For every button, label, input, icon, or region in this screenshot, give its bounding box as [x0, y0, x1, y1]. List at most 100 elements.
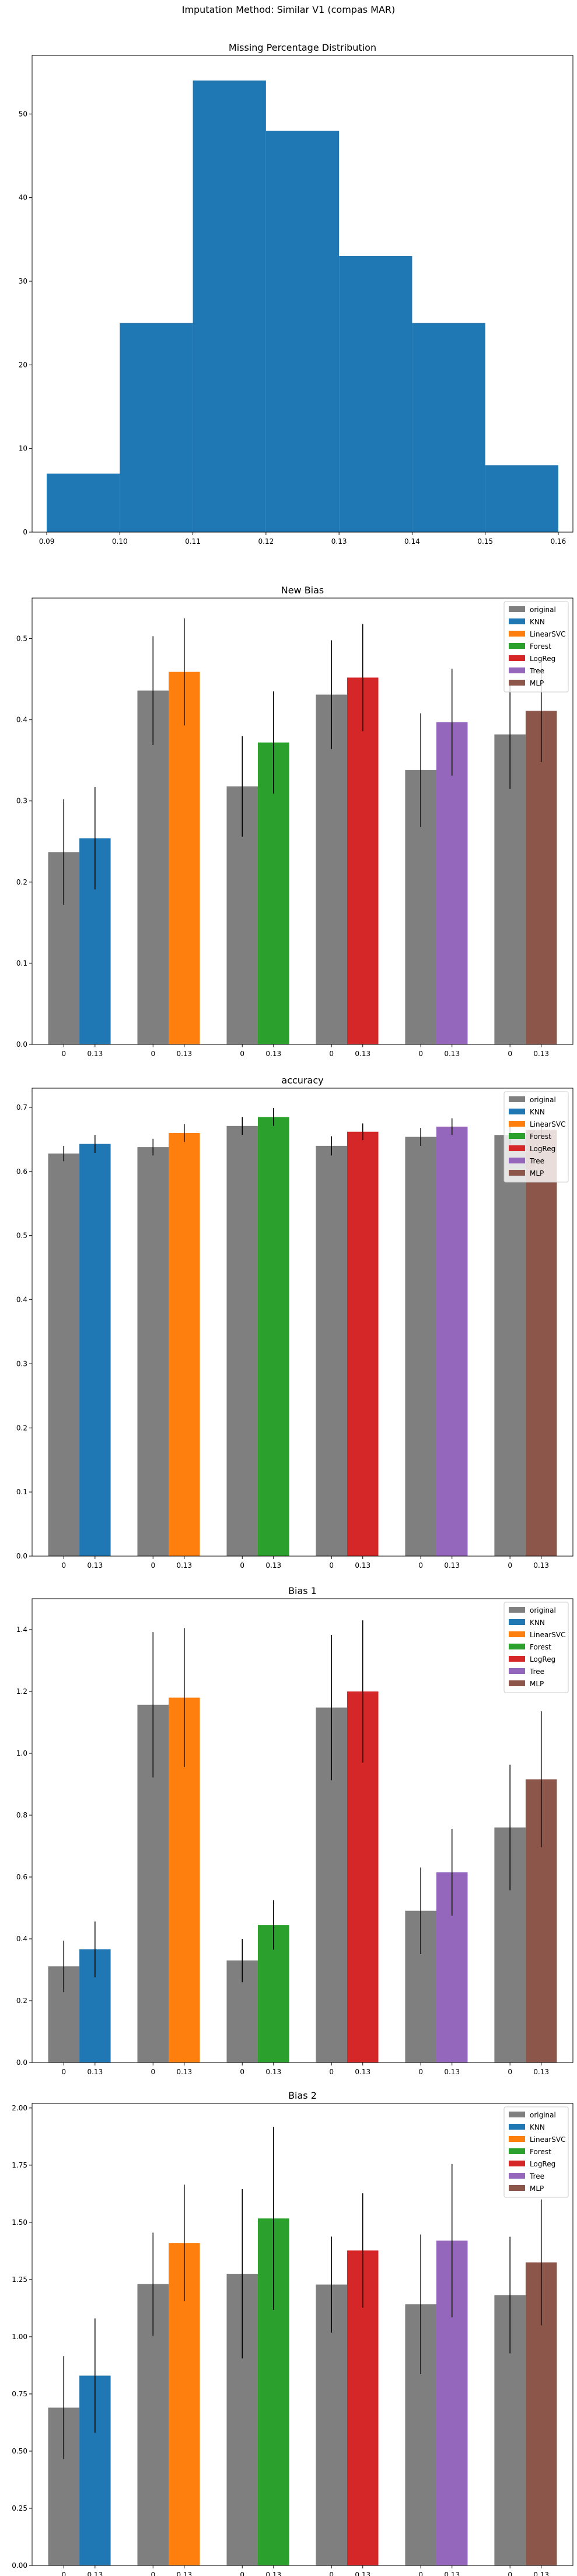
figure-suptitle: Imputation Method: Similar V1 (compas MA…: [182, 4, 396, 15]
y-tick-label: 1.25: [12, 2276, 27, 2284]
x-tick-label: 0.13: [533, 1050, 549, 1058]
bar-logreg: [347, 677, 379, 1044]
x-tick-label: 0.13: [176, 1050, 192, 1058]
x-tick-label: 0.15: [477, 537, 493, 546]
y-tick-label: 0.2: [16, 1424, 27, 1432]
subplot-3: accuracy 0.0 0.1 0.2 0.3 0.4 0.5 0.6 0.7 0 0.13 0 0.…: [16, 1075, 573, 1570]
x-tick-label: 0: [329, 2068, 334, 2076]
legend-label: Tree: [529, 1668, 544, 1676]
y-tick-label: 0.00: [12, 2561, 27, 2570]
legend-label: LogReg: [530, 655, 555, 663]
legend-swatch: [509, 667, 525, 673]
bar-mlp: [525, 1130, 557, 1556]
chart-title: Missing Percentage Distribution: [229, 42, 376, 53]
chart-title: Bias 2: [288, 2090, 317, 2101]
bar-forest: [258, 1117, 289, 1556]
legend-label: original: [530, 2111, 556, 2119]
x-axis-ticks: 0.09 0.10 0.11 0.12 0.13 0.14 0.15 0.16: [39, 532, 566, 546]
subplot-5: Bias 2 0.00 0.25 0.50 0.75 1.00 1.25 1.50 1.75 2.…: [12, 2090, 573, 2576]
legend-label: KNN: [530, 1108, 545, 1116]
x-tick-label: 0.13: [444, 2571, 460, 2576]
x-tick-label: 0.16: [551, 537, 566, 546]
y-tick-label: 0.5: [16, 635, 27, 643]
legend-swatch: [509, 1644, 525, 1649]
error-bars: [63, 1620, 542, 1993]
x-tick-label: 0: [508, 2068, 512, 2076]
x-tick-label: 0: [61, 1561, 66, 1570]
legend-swatch: [509, 1133, 525, 1139]
x-axis-ticks: 0 0.13 0 0.13 0 0.13 0 0.13 0 0.13 0 0.13: [61, 2063, 549, 2076]
bar-original: [316, 694, 347, 1044]
legend-swatch: [509, 2124, 525, 2130]
bar-linearsvc: [169, 1133, 200, 1556]
legend-label: Forest: [530, 1133, 551, 1141]
legend-swatch: [509, 1680, 525, 1686]
subplots: Missing Percentage Distribution 0 10 20 30 40…: [12, 42, 573, 2576]
x-tick-label: 0: [240, 2571, 244, 2576]
y-tick-label: 0.4: [16, 1296, 27, 1304]
legend-swatch: [509, 1170, 525, 1176]
bar-mlp: [525, 711, 557, 1044]
x-tick-label: 0.11: [185, 537, 201, 546]
x-tick-label: 0.13: [355, 2068, 370, 2076]
legend-label: LinearSVC: [530, 630, 566, 638]
legend-label: LinearSVC: [530, 1120, 566, 1128]
x-tick-label: 0: [151, 2571, 155, 2576]
histogram-bar: [47, 473, 120, 532]
legend-swatch: [509, 1145, 525, 1151]
bar-original: [137, 1147, 169, 1556]
legend-label: LinearSVC: [530, 1631, 566, 1639]
legend-swatch: [509, 631, 525, 637]
axes-frame: [32, 597, 573, 1045]
chart-title: New Bias: [281, 585, 324, 596]
x-tick-label: 0: [418, 1050, 423, 1058]
axes-frame: [32, 55, 573, 533]
y-tick-label: 2.00: [12, 2104, 27, 2112]
y-tick-label: 50: [19, 110, 27, 118]
legend: original KNN LinearSVC Forest LogReg Tree MLP: [503, 2106, 569, 2198]
y-tick-label: 0.0: [16, 1552, 27, 1560]
bar-tree: [436, 722, 468, 1044]
legend-swatch: [509, 1109, 525, 1114]
y-tick-label: 0.6: [16, 1873, 27, 1881]
x-tick-label: 0: [508, 2571, 512, 2576]
x-tick-label: 0: [151, 1561, 155, 1570]
x-tick-label: 0.13: [533, 2571, 549, 2576]
y-tick-label: 1.2: [16, 1687, 27, 1696]
y-tick-label: 0.2: [16, 1997, 27, 2005]
legend-label: LogReg: [530, 2160, 555, 2168]
y-tick-label: 0.75: [12, 2390, 27, 2398]
x-tick-label: 0: [240, 2068, 244, 2076]
x-tick-label: 0.13: [331, 537, 347, 546]
legend-label: KNN: [530, 1619, 545, 1627]
x-tick-label: 0: [329, 1561, 334, 1570]
bar-logreg: [347, 1131, 379, 1556]
y-tick-label: 0.7: [16, 1103, 27, 1112]
legend-swatch: [509, 606, 525, 612]
histogram-bar: [193, 81, 266, 532]
legend-swatch: [509, 1096, 525, 1102]
legend-label: LogReg: [530, 1655, 555, 1663]
y-tick-label: 0.1: [16, 1488, 27, 1496]
y-axis-ticks: 0.00 0.25 0.50 0.75 1.00 1.25 1.50 1.75 2.00: [12, 2104, 32, 2570]
histogram-bar: [265, 131, 340, 532]
x-tick-label: 0.13: [87, 1561, 103, 1570]
x-tick-label: 0.14: [404, 537, 420, 546]
x-tick-label: 0: [61, 1050, 66, 1058]
y-tick-label: 20: [19, 361, 27, 369]
y-tick-label: 0.0: [16, 2058, 27, 2067]
x-tick-label: 0: [508, 1050, 512, 1058]
y-tick-label: 30: [19, 277, 27, 285]
x-tick-label: 0.13: [355, 1561, 370, 1570]
y-tick-label: 1.0: [16, 1749, 27, 1757]
x-tick-label: 0: [418, 2571, 423, 2576]
legend-swatch: [509, 643, 525, 649]
y-tick-label: 1.00: [12, 2333, 27, 2341]
x-tick-label: 0.13: [444, 1561, 460, 1570]
legend-label: KNN: [530, 2123, 545, 2131]
chart-title: Bias 1: [288, 1585, 317, 1596]
x-tick-label: 0.13: [265, 1050, 281, 1058]
bars: [48, 672, 557, 1044]
x-axis-ticks: 0 0.13 0 0.13 0 0.13 0 0.13 0 0.13 0 0.13: [61, 1044, 549, 1058]
legend-swatch: [509, 1607, 525, 1613]
